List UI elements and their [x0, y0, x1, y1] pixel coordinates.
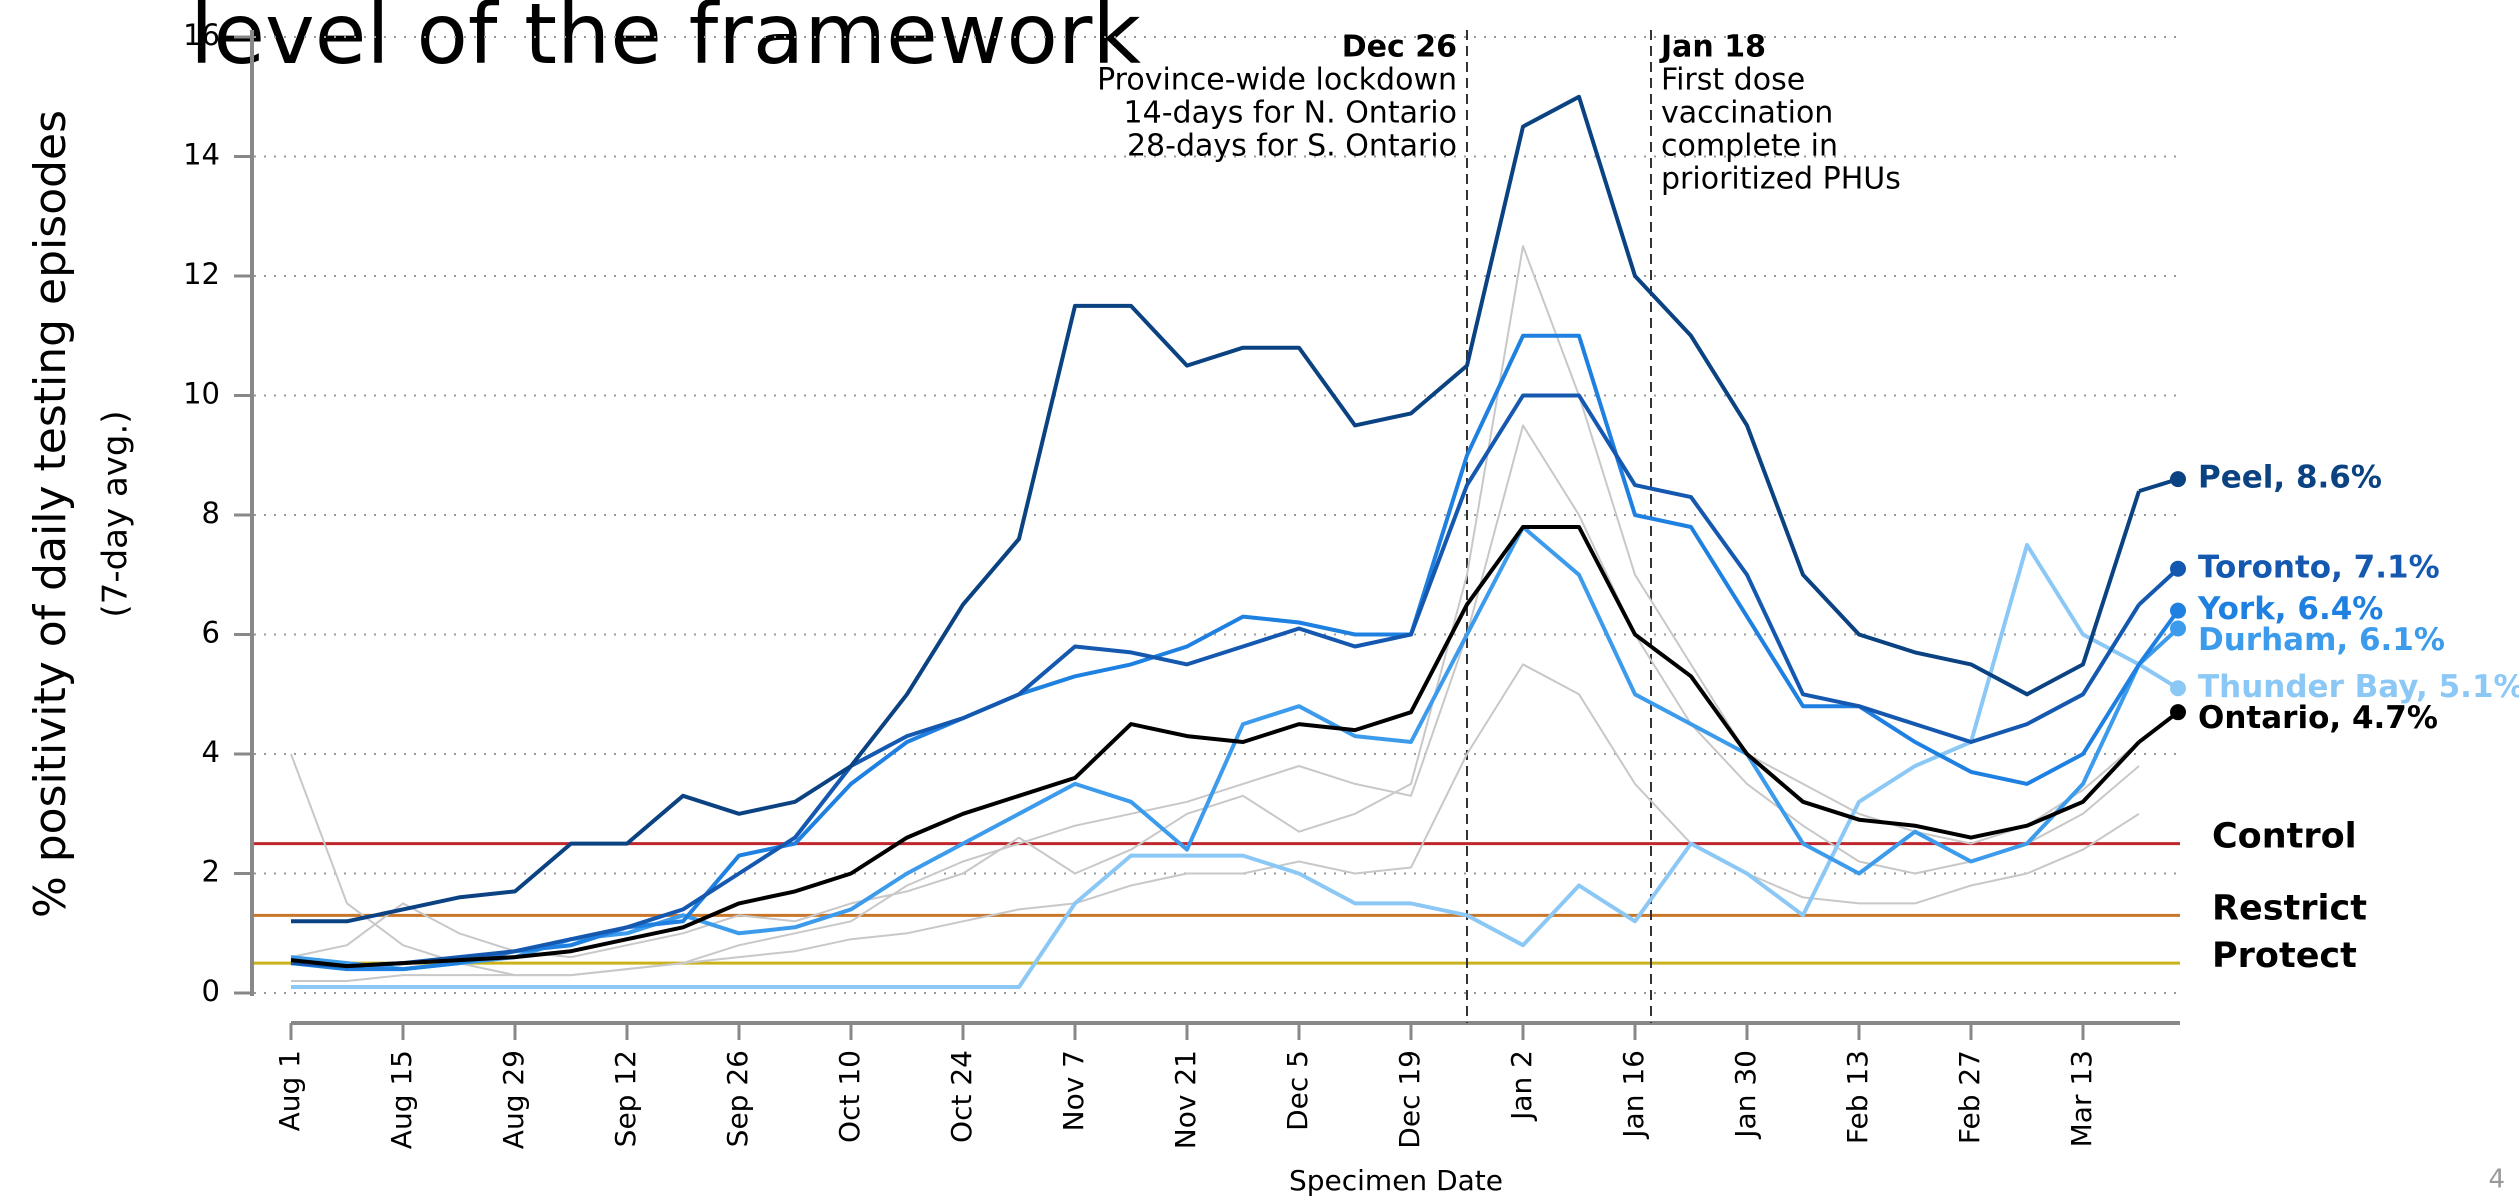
end-dot	[2170, 602, 2186, 619]
x-tick-label: Sep 12	[609, 1050, 642, 1147]
series-line	[291, 663, 2140, 982]
y-tick-label: 8	[202, 496, 220, 530]
x-tick-label: Dec 5	[1281, 1050, 1314, 1131]
end-label: Thunder Bay, 5.1%	[2198, 669, 2519, 705]
x-tick-label: Oct 10	[833, 1050, 866, 1143]
y-axis-label: % positivity of daily testing episodes	[25, 110, 76, 918]
y-tick-label: 6	[202, 616, 220, 650]
y-tick-label: 0	[202, 974, 220, 1008]
x-tick-label: Jan 30	[1729, 1050, 1762, 1140]
annotation-date: Dec 26	[1342, 30, 1457, 65]
end-dot	[2170, 704, 2186, 721]
x-tick-label: Aug 15	[385, 1050, 418, 1149]
end-dot	[2170, 620, 2186, 637]
end-label: Toronto, 7.1%	[2198, 549, 2440, 585]
y-tick-label: 16	[183, 18, 220, 52]
x-tick-label: Jan 16	[1617, 1050, 1650, 1140]
x-tick-label: Feb 27	[1953, 1050, 1986, 1144]
x-tick-label: Aug 29	[497, 1050, 530, 1149]
series-line	[290, 424, 2140, 977]
line-tail	[2137, 567, 2180, 607]
end-label: Ontario, 4.7%	[2198, 700, 2438, 736]
end-label: York, 6.4%	[2197, 591, 2383, 627]
x-tick-label: Nov 7	[1057, 1050, 1090, 1131]
annotation-text: First dose	[1661, 63, 1805, 98]
threshold-label: Control	[2212, 817, 2357, 857]
y-tick-label: 14	[183, 138, 220, 172]
end-dot	[2170, 471, 2186, 488]
line-tail	[2137, 609, 2180, 666]
chart-title: level of the framework	[190, 0, 1141, 83]
page-number: 4	[2488, 1165, 2505, 1195]
y-axis-sublabel: (7-day avg.)	[96, 410, 136, 617]
x-tick-label: Aug 1	[273, 1050, 306, 1131]
annotation-text: vaccination	[1661, 96, 1833, 131]
annotation-date: Jan 18	[1659, 30, 1766, 65]
threshold-label: Protect	[2212, 936, 2357, 976]
x-tick-label: Dec 19	[1393, 1050, 1426, 1149]
x-tick-label: Oct 24	[945, 1050, 978, 1143]
series-line	[290, 245, 2140, 959]
series-line	[290, 333, 2141, 972]
y-tick-label: 10	[183, 377, 220, 411]
y-tick-label: 4	[202, 735, 220, 769]
annotation-text: Province-wide lockdown	[1097, 63, 1457, 98]
x-tick-label: Mar 13	[2065, 1050, 2098, 1147]
x-tick-label: Jan 2	[1505, 1050, 1538, 1122]
end-dot	[2170, 680, 2186, 697]
annotation-text: 14-days for N. Ontario	[1124, 96, 1457, 131]
series-line	[290, 393, 2141, 969]
x-axis-label: Specimen Date	[1289, 1164, 1503, 1197]
y-tick-label: 2	[202, 855, 220, 889]
line-tail	[2137, 710, 2180, 744]
x-tick-label: Sep 26	[721, 1050, 754, 1147]
end-label: Peel, 8.6%	[2198, 460, 2382, 496]
annotation-text: 28-days for S. Ontario	[1127, 129, 1457, 164]
annotation-text: complete in	[1661, 129, 1838, 164]
series-line	[291, 542, 2140, 989]
threshold-label: Restrict	[2212, 888, 2367, 928]
annotation-text: prioritized PHUs	[1661, 162, 1901, 197]
end-dot	[2170, 560, 2186, 577]
end-label: Durham, 6.1%	[2198, 622, 2445, 658]
y-tick-label: 12	[183, 257, 220, 291]
x-tick-label: Nov 21	[1169, 1050, 1202, 1149]
series-line	[290, 525, 2141, 969]
series-line	[291, 94, 2141, 924]
x-tick-label: Feb 13	[1841, 1050, 1874, 1144]
